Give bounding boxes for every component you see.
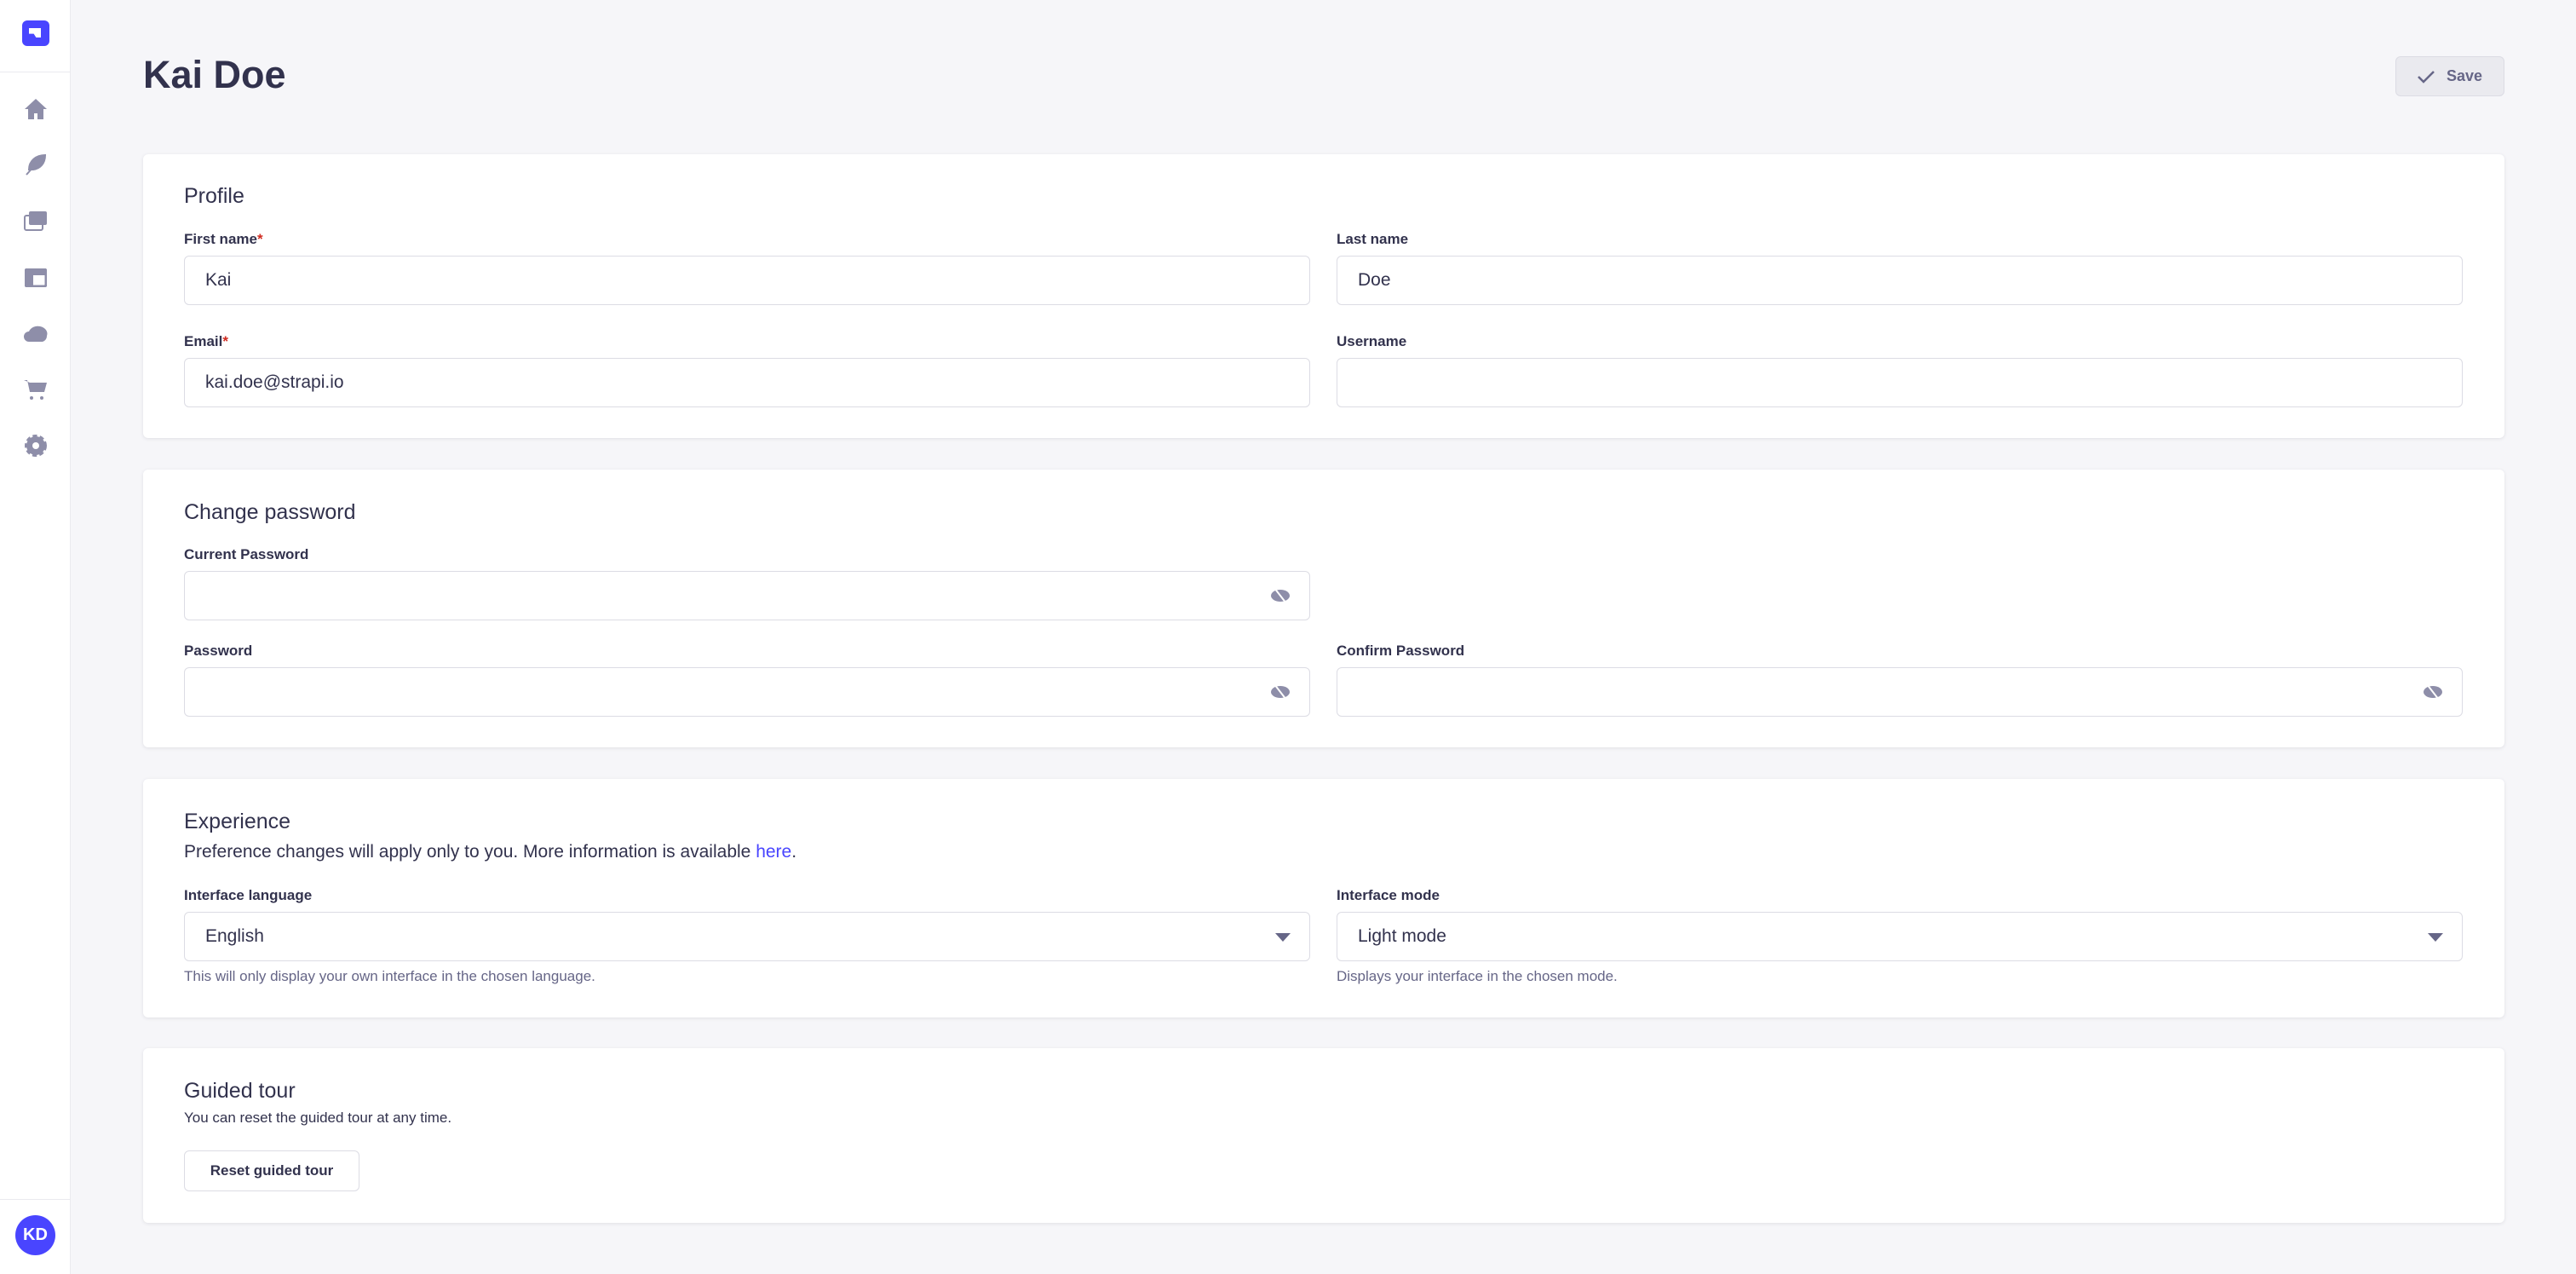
username-label: Username: [1337, 333, 1407, 349]
media-library-icon[interactable]: [22, 207, 49, 234]
eye-off-icon[interactable]: [2423, 683, 2443, 706]
label-text: First name: [184, 231, 257, 247]
password-label: Password: [184, 643, 253, 659]
divider: [0, 1199, 71, 1200]
confirm-password-label: Confirm Password: [1337, 643, 1465, 659]
reset-guided-tour-button[interactable]: Reset guided tour: [184, 1150, 359, 1191]
select-value: Light mode: [1358, 926, 1446, 946]
label-text: Email: [184, 333, 223, 349]
confirm-password-input[interactable]: [1337, 667, 2463, 717]
mode-hint: Displays your interface in the chosen mo…: [1337, 968, 1618, 984]
feather-icon[interactable]: [22, 151, 49, 178]
experience-heading: Experience: [184, 810, 291, 833]
avatar[interactable]: KD: [15, 1215, 55, 1255]
first-name-input[interactable]: Kai: [184, 256, 1310, 305]
caret-down-icon: [2428, 933, 2443, 942]
change-password-heading: Change password: [184, 500, 356, 524]
home-icon[interactable]: [22, 95, 49, 123]
desc-suffix: .: [791, 842, 797, 862]
current-password-input[interactable]: [184, 571, 1310, 620]
page-title: Kai Doe: [143, 53, 286, 96]
guided-tour-description: You can reset the guided tour at any tim…: [184, 1110, 452, 1126]
eye-off-icon[interactable]: [1270, 683, 1291, 706]
desc-text: Preference changes will apply only to yo…: [184, 842, 756, 862]
last-name-input[interactable]: Doe: [1337, 256, 2463, 305]
first-name-label: First name*: [184, 231, 263, 248]
eye-off-icon[interactable]: [1270, 587, 1291, 609]
strapi-logo[interactable]: [22, 20, 49, 46]
required-mark: *: [256, 231, 263, 247]
guided-tour-heading: Guided tour: [184, 1079, 296, 1103]
email-input[interactable]: kai.doe@strapi.io: [184, 358, 1310, 407]
required-mark: *: [222, 333, 228, 349]
cart-icon[interactable]: [22, 376, 49, 403]
save-button[interactable]: Save: [2395, 56, 2504, 96]
interface-mode-label: Interface mode: [1337, 887, 1440, 903]
email-label: Email*: [184, 333, 228, 350]
experience-description: Preference changes will apply only to yo…: [184, 842, 796, 862]
cloud-icon[interactable]: [22, 320, 49, 347]
experience-card: Experience Preference changes will apply…: [143, 779, 2504, 1017]
check-icon: [2418, 70, 2435, 84]
sidebar: KD: [0, 0, 71, 1274]
guided-tour-card: Guided tour You can reset the guided tou…: [143, 1048, 2504, 1223]
profile-heading: Profile: [184, 184, 244, 208]
interface-language-label: Interface language: [184, 887, 313, 903]
layout-icon[interactable]: [22, 264, 49, 291]
gear-icon[interactable]: [22, 432, 49, 459]
interface-language-select[interactable]: English: [184, 912, 1310, 961]
current-password-label: Current Password: [184, 546, 309, 562]
language-hint: This will only display your own interfac…: [184, 968, 595, 984]
interface-mode-select[interactable]: Light mode: [1337, 912, 2463, 961]
select-value: English: [205, 926, 264, 946]
caret-down-icon: [1275, 933, 1291, 942]
here-link[interactable]: here: [756, 842, 792, 862]
password-input[interactable]: [184, 667, 1310, 717]
username-input[interactable]: [1337, 358, 2463, 407]
last-name-label: Last name: [1337, 231, 1409, 247]
change-password-card: Change password Current Password Passwor…: [143, 470, 2504, 747]
save-label: Save: [2446, 67, 2483, 84]
profile-card: Profile First name* Kai Last name Doe Em…: [143, 154, 2504, 438]
